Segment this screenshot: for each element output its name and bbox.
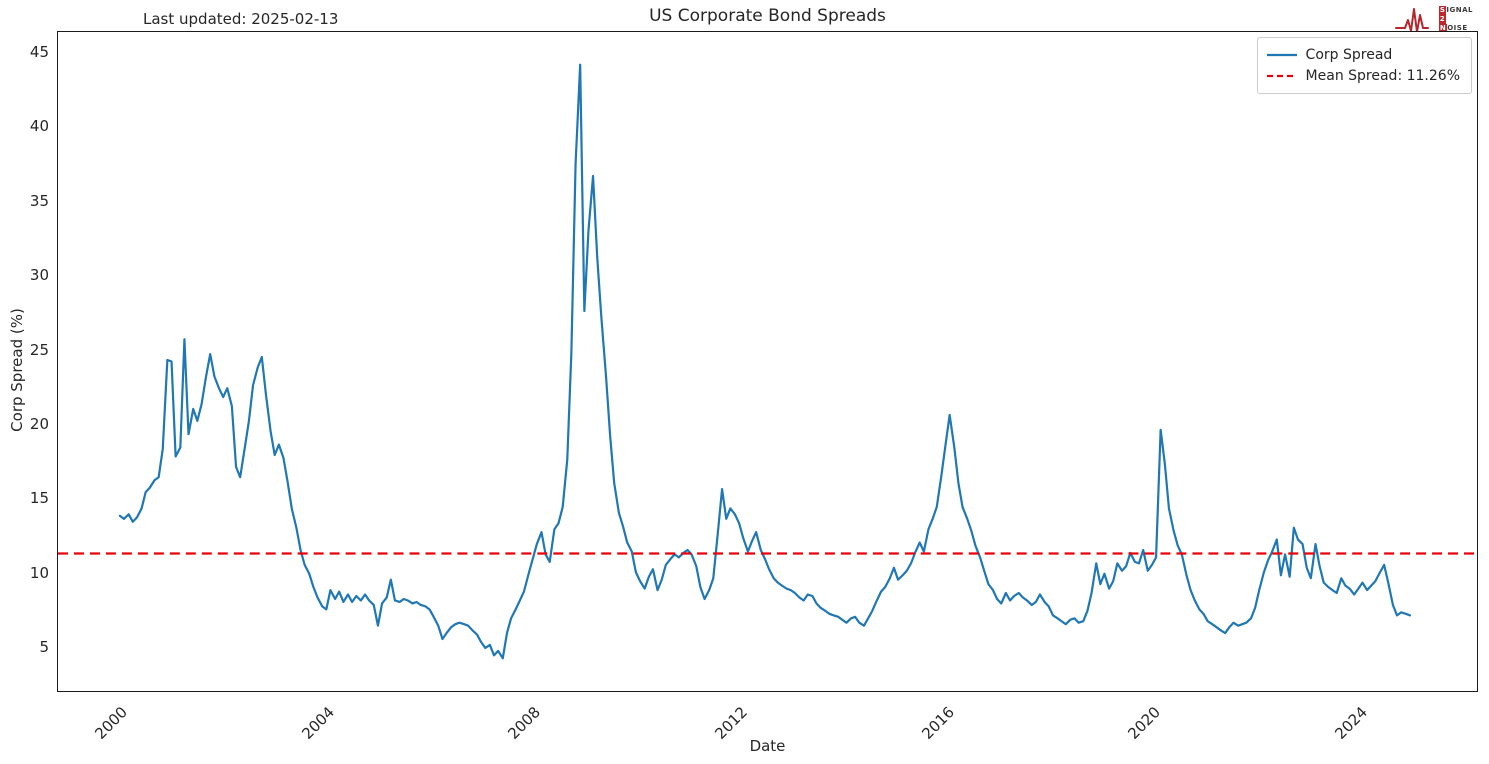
y-tick-label: 10	[29, 563, 49, 582]
legend-label: Corp Spread	[1305, 46, 1393, 63]
corp-spread-line	[118, 63, 1411, 660]
legend-solid-line-sample	[1266, 53, 1297, 56]
y-tick-label: 40	[29, 117, 49, 136]
legend-entry-mean-spread: Mean Spread: 11.26%	[1266, 65, 1460, 86]
chart-title: US Corporate Bond Spreads	[649, 6, 886, 26]
y-tick-label: 45	[29, 42, 49, 61]
y-tick-label: 20	[29, 415, 49, 434]
legend-entry-corp-spread: Corp Spread	[1266, 44, 1460, 65]
y-tick-label: 5	[39, 638, 49, 657]
legend: Corp Spread Mean Spread: 11.26%	[1256, 37, 1472, 94]
logo-line-signal: SIGNAL	[1438, 5, 1473, 15]
plot-canvas	[58, 63, 1477, 660]
logo-line-2: 2	[1438, 14, 1447, 24]
logo-text: SIGNAL 2 NOISE	[1438, 5, 1473, 33]
legend-dashed-line-sample	[1266, 74, 1297, 77]
y-tick-label: 25	[29, 340, 49, 359]
logo-line-noise: NOISE	[1438, 23, 1468, 33]
plot-area	[57, 31, 1478, 692]
x-axis-title: Date	[749, 737, 786, 755]
ekg-waveform-icon	[1394, 8, 1429, 33]
y-tick-label: 35	[29, 191, 49, 210]
y-tick-label: 30	[29, 266, 49, 285]
signal2noise-logo: SIGNAL 2 NOISE	[1394, 3, 1473, 35]
y-tick-label: 15	[29, 489, 49, 508]
legend-label: Mean Spread: 11.26%	[1305, 67, 1460, 84]
last-updated-text: Last updated: 2025-02-13	[143, 10, 339, 28]
y-axis-title: Corp Spread (%)	[8, 308, 26, 432]
